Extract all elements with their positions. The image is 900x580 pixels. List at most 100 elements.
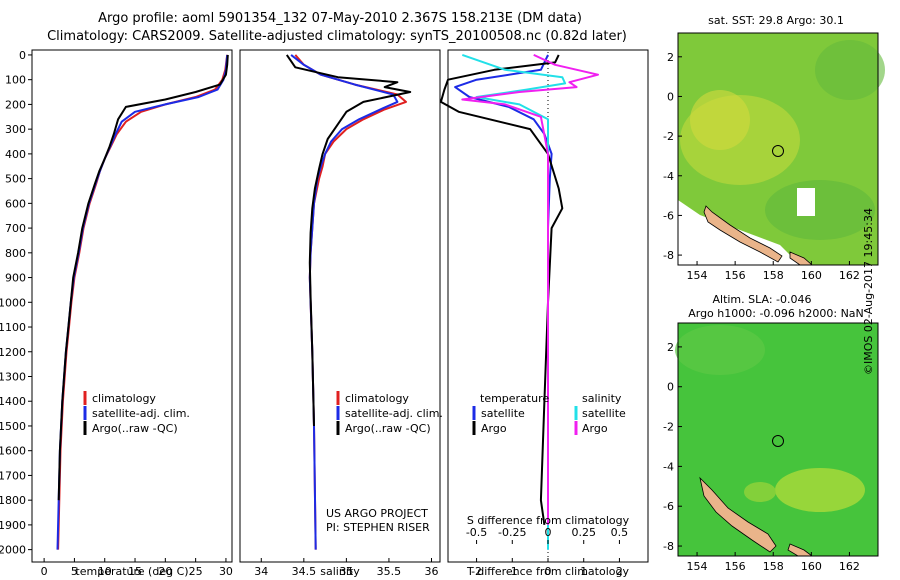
depth-axis: 0 100 200 300 400 500 600 700 800 900 1000 1100 1200… [0, 49, 32, 557]
legend-label-argo: Argo(..raw -QC) [92, 422, 178, 435]
map-y-tick-label: 2 [667, 51, 674, 64]
depth-tick-label: 1900 [0, 519, 26, 532]
x-tick-label: 1 [580, 565, 587, 578]
map-x-tick-label: 154 [687, 269, 708, 282]
imos-timestamp: ©IMOS 02-Aug-2017 19:45:34 [862, 208, 875, 375]
sla-map [675, 322, 879, 557]
depth-tick-label: 1200 [0, 346, 26, 359]
island-coastline [703, 205, 783, 263]
sst-map-axes: 154 156 158 160 162 2 0 -2 -4 -6 -8 [663, 51, 860, 282]
sla-high-patch-small [744, 482, 776, 502]
sla-map-frame [677, 322, 879, 557]
depth-tick-label: 1000 [0, 296, 26, 309]
salinity-series [285, 54, 412, 550]
salinity-legend: climatology satellite-adj. clim. Argo(..… [336, 391, 443, 435]
x-tick-label: 35.5 [377, 565, 402, 578]
depth-tick-label: 1300 [0, 370, 26, 383]
x-tick-label: 34 [254, 565, 268, 578]
temperature-legend: climatology satellite-adj. clim. Argo(..… [83, 391, 190, 435]
salinity-x-axis: 34 34.5 35 35.5 36 [254, 558, 438, 578]
temperature-x-axis: 0 5 10 15 20 25 30 [41, 558, 233, 578]
x-tick-label: 0 [545, 526, 552, 539]
temperature-series [56, 54, 229, 550]
x-tick-label: -1 [507, 565, 518, 578]
legend-label-temp-satellite: satellite [481, 407, 525, 420]
depth-tick-label: 600 [5, 197, 26, 210]
legend-label-satellite: satellite-adj. clim. [345, 407, 443, 420]
map-y-tick-label: 0 [667, 90, 674, 103]
depth-tick-label: 0 [19, 49, 26, 62]
depth-tick-label: 800 [5, 247, 26, 260]
x-tick-label: 0.5 [611, 526, 629, 539]
sst-cool-patch [765, 180, 875, 240]
legend-label-climatology: climatology [345, 392, 409, 405]
argo-float-marker [772, 145, 784, 157]
argo-float-marker [772, 435, 784, 447]
series-temperature-argo [439, 54, 564, 526]
sst-map-frame [677, 32, 879, 266]
map-x-tick-label: 156 [725, 269, 746, 282]
x-tick-label: 5 [71, 565, 78, 578]
map-y-tick-label: -6 [663, 500, 674, 513]
sst-map-title: sat. SST: 29.8 Argo: 30.1 [708, 14, 844, 27]
salinity-panel-frame [239, 49, 441, 563]
depth-tick-label: 200 [5, 98, 26, 111]
map-y-tick-label: -6 [663, 209, 674, 222]
legend-label-sal-satellite: satellite [582, 407, 626, 420]
map-y-tick-label: -8 [663, 249, 674, 262]
s-difference-label: S difference from climatology [467, 514, 630, 527]
depth-tick-label: 1400 [0, 395, 26, 408]
depth-tick-label: 700 [5, 222, 26, 235]
series-salinity-argo [461, 53, 599, 525]
map-x-tick-label: 160 [801, 560, 822, 573]
x-tick-label: 0 [545, 565, 552, 578]
x-tick-label: 2 [616, 565, 623, 578]
legend-title-temperature: temperature [480, 392, 549, 405]
map-x-tick-label: 162 [839, 560, 860, 573]
sla-map-title-1: Altim. SLA: -0.046 [712, 293, 811, 306]
map-x-tick-label: 156 [725, 560, 746, 573]
series-argo-raw-qc- [57, 54, 229, 501]
x-tick-label: -0.25 [498, 526, 526, 539]
depth-tick-label: 1700 [0, 469, 26, 482]
legend-label-satellite: satellite-adj. clim. [92, 407, 190, 420]
x-tick-label: 0.25 [571, 526, 596, 539]
series-satellite-adj-clim- [290, 54, 399, 550]
map-x-tick-label: 158 [763, 560, 784, 573]
depth-tick-label: 900 [5, 272, 26, 285]
x-tick-label: -0.5 [466, 526, 487, 539]
series-temperature-satellite [454, 54, 553, 550]
difference-series [439, 53, 599, 550]
salinity-difference-axis: -0.5 -0.25 0 0.25 0.5 [466, 526, 628, 544]
temperature-difference-axis: -2 -1 0 1 2 [471, 558, 623, 578]
x-tick-label: 0 [41, 565, 48, 578]
project-note: US ARGO PROJECT [326, 507, 428, 520]
map-y-tick-label: 0 [667, 381, 674, 394]
depth-tick-label: 100 [5, 74, 26, 87]
legend-label-argo: Argo(..raw -QC) [345, 422, 431, 435]
sst-map [677, 32, 885, 266]
depth-tick-label: 500 [5, 173, 26, 186]
series-argo-raw-qc- [285, 54, 412, 427]
legend-label-climatology: climatology [92, 392, 156, 405]
island-coastline [699, 476, 777, 553]
depth-tick-label: 2000 [0, 544, 26, 557]
map-y-tick-label: -4 [663, 170, 674, 183]
x-tick-label: 15 [128, 565, 142, 578]
series-salinity-satellite [461, 53, 567, 550]
x-tick-label: 34.5 [292, 565, 317, 578]
x-tick-label: 25 [189, 565, 203, 578]
depth-tick-label: 1600 [0, 445, 26, 458]
x-tick-label: 35 [339, 565, 353, 578]
sla-map-title-2: Argo h1000: -0.096 h2000: NaN [688, 307, 864, 320]
series-climatology [57, 54, 229, 550]
depth-tick-label: 1100 [0, 321, 26, 334]
x-tick-label: 30 [219, 565, 233, 578]
x-tick-label: -2 [471, 565, 482, 578]
legend-label-sal-argo: Argo [582, 422, 608, 435]
legend-label-temp-argo: Argo [481, 422, 507, 435]
legend-title-salinity: salinity [582, 392, 622, 405]
t-difference-label: T difference from climatology [466, 565, 629, 578]
x-tick-label: 36 [424, 565, 438, 578]
